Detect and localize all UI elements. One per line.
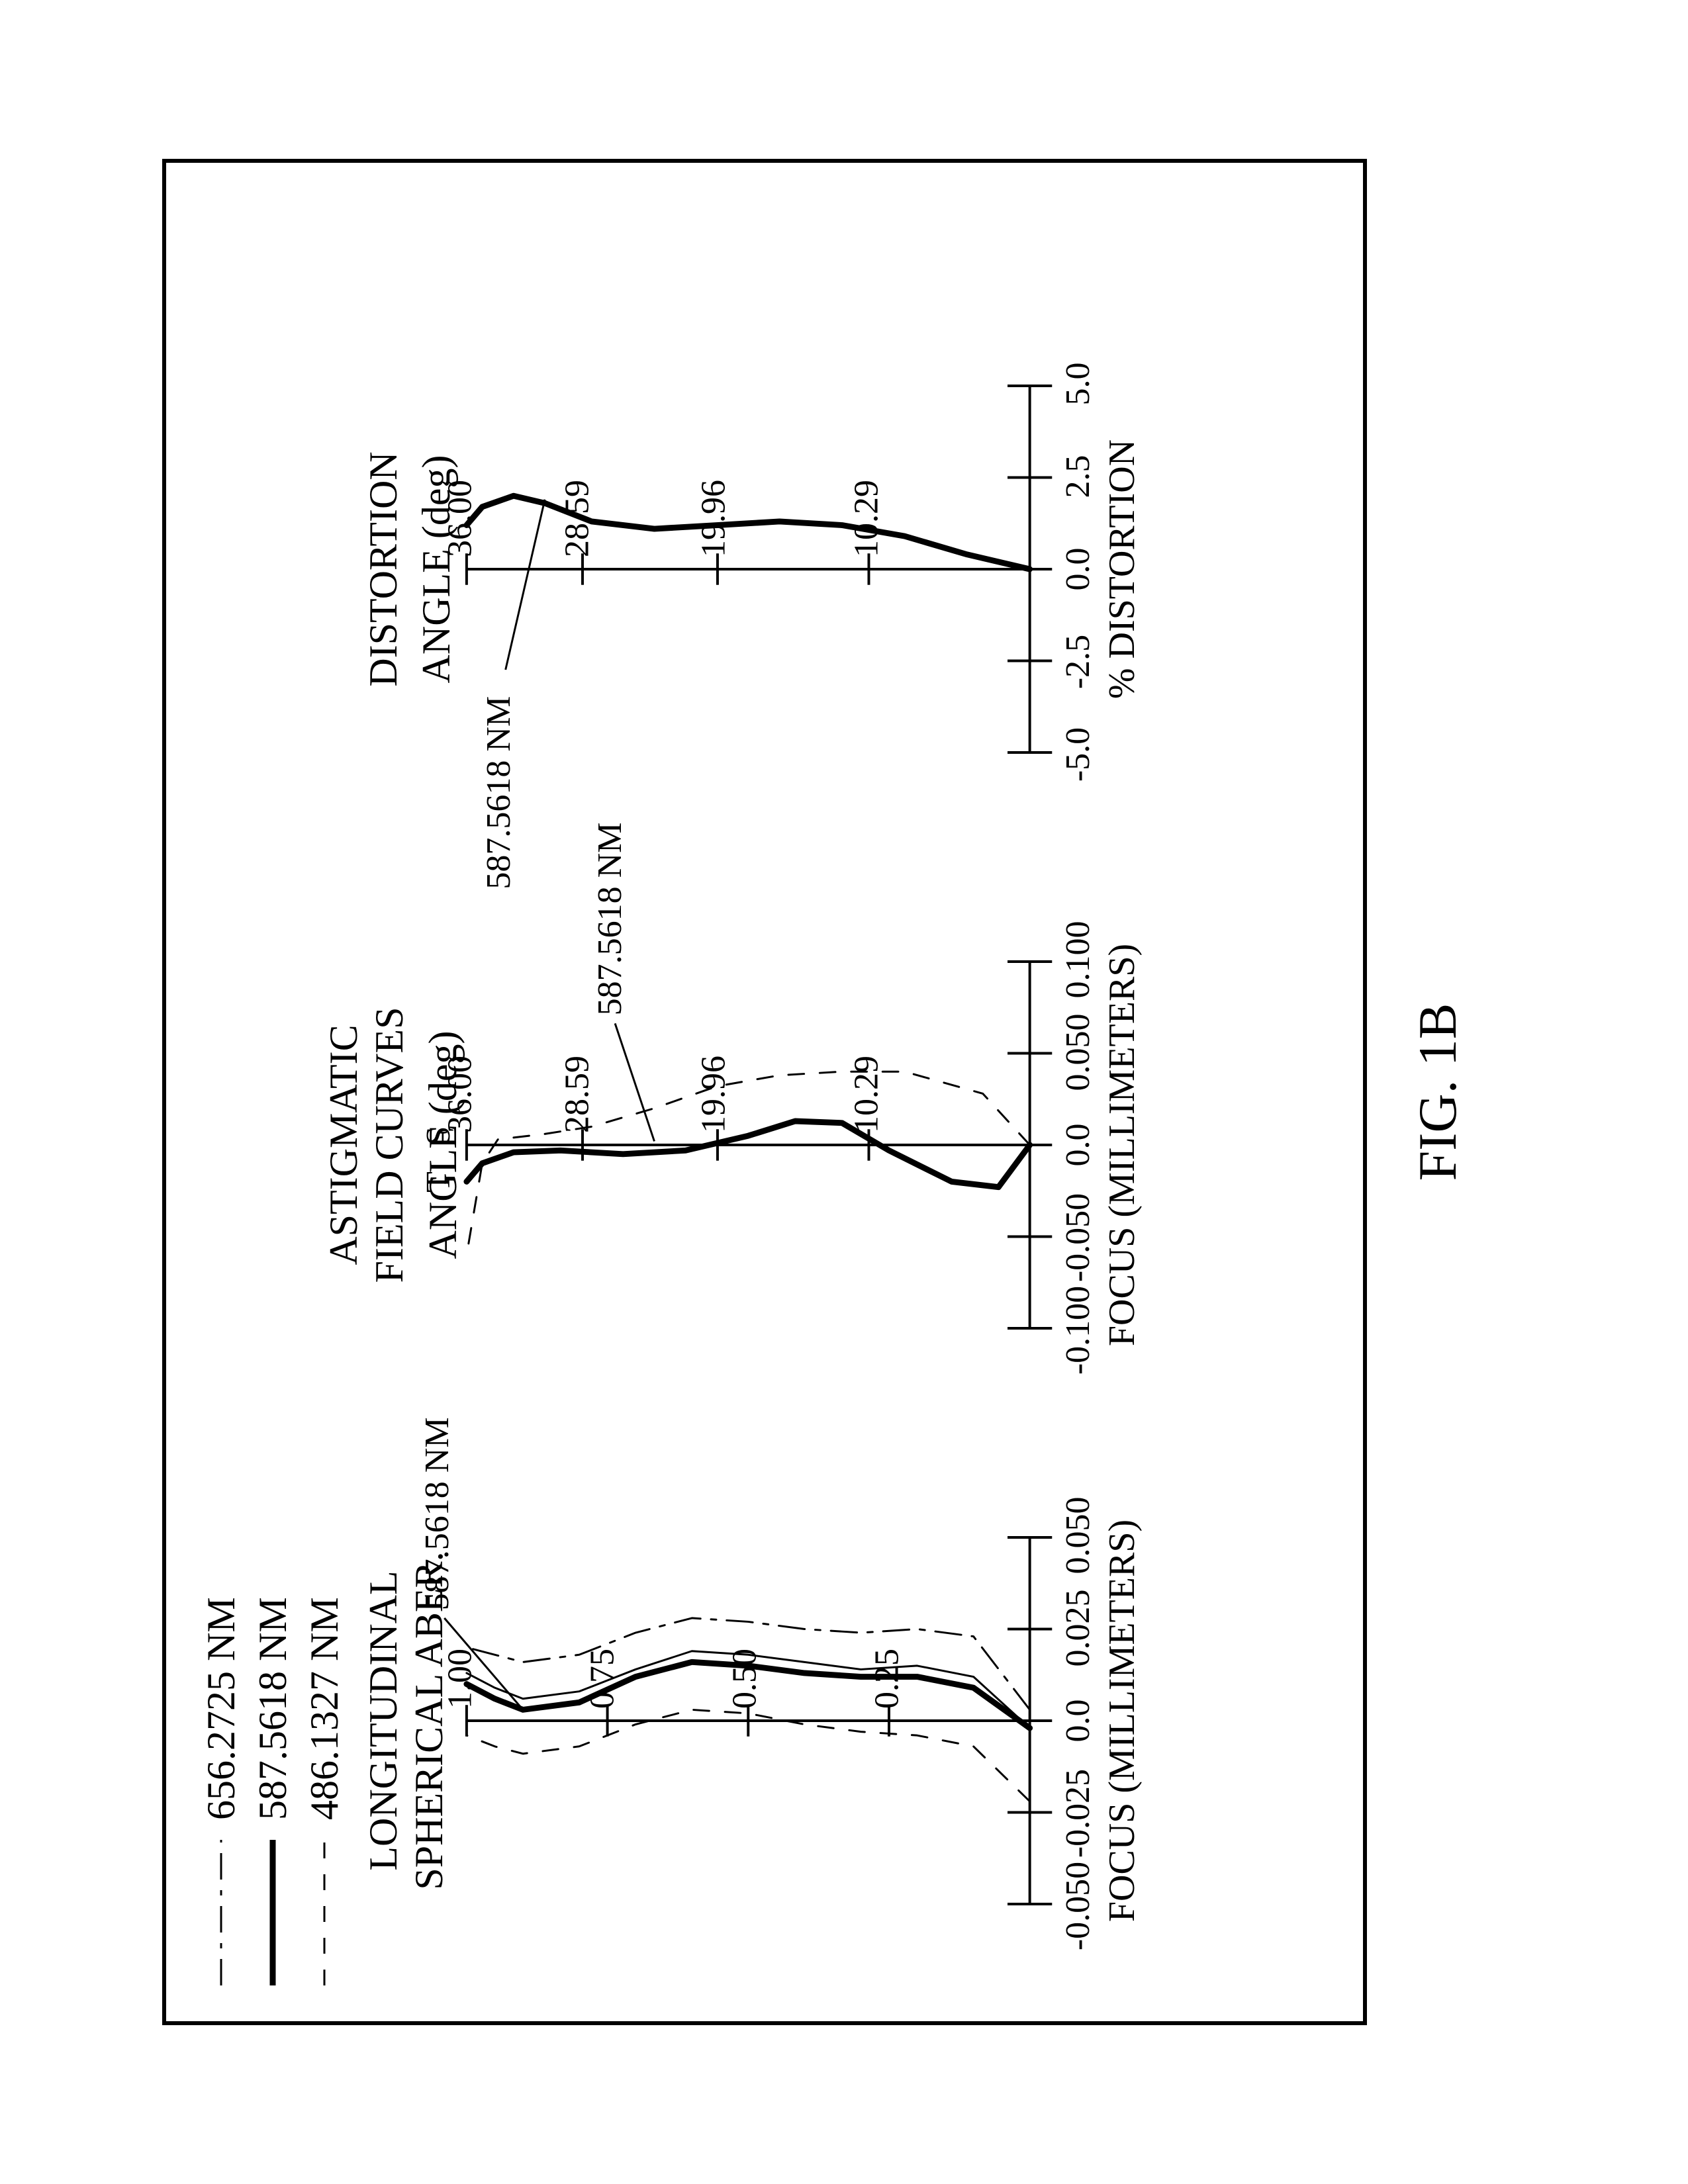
y-tick-label: 1.00 <box>441 1649 480 1709</box>
x-tick-label: 2.5 <box>1058 455 1098 498</box>
x-tick-label: -2.5 <box>1058 635 1098 689</box>
plot-astigmatic-field-curves: ASTIGMATIC FIELD CURVESANGLE (deg)-0.100… <box>460 788 1201 1330</box>
x-tick-label: 5.0 <box>1058 363 1098 406</box>
plot-svg <box>460 1535 1069 1906</box>
plot-svg <box>460 960 1069 1330</box>
plot-title: ASTIGMATIC FIELD CURVES <box>321 874 412 1416</box>
legend-label: 486.1327 NM <box>302 1597 348 1820</box>
legend-label: 587.5618 NM <box>250 1597 296 1820</box>
plot-title: DISTORTION <box>361 298 406 841</box>
legend-item: 486.1327 NM <box>299 1597 350 1985</box>
x-tick-label: -0.025 <box>1058 1769 1098 1858</box>
rotated-canvas: 656.2725 NM 587.5618 NM 486.1327 NM LONG… <box>83 66 1605 2118</box>
plot-svg <box>460 384 1069 754</box>
y-tick-label: 19.96 <box>694 480 733 557</box>
legend: 656.2725 NM 587.5618 NM 486.1327 NM <box>195 1597 350 1985</box>
plot-distortion: DISTORTIONANGLE (deg)-5.0-2.50.02.55.010… <box>460 212 1201 754</box>
y-tick-label: 10.29 <box>847 1056 886 1133</box>
page: 656.2725 NM 587.5618 NM 486.1327 NM LONG… <box>0 0 1688 2184</box>
x-axis-label: % DISTORTION <box>1101 298 1143 841</box>
x-tick-label: -0.050 <box>1058 1193 1098 1282</box>
x-tick-label: 0.025 <box>1058 1590 1098 1667</box>
wavelength-callout: 587.5618 NM <box>590 823 630 1016</box>
x-tick-label: 0.0 <box>1058 1124 1098 1167</box>
y-tick-label: 36.00 <box>441 1056 480 1133</box>
x-axis-label: FOCUS (MILLIMETERS) <box>1101 874 1143 1416</box>
x-tick-label: 0.0 <box>1058 1700 1098 1743</box>
legend-swatch-dashdot <box>208 1840 234 1985</box>
y-tick-label: 10.29 <box>847 480 886 557</box>
x-tick-label: -0.100 <box>1058 1286 1098 1375</box>
x-tick-label: 0.0 <box>1058 548 1098 591</box>
x-tick-label: -5.0 <box>1058 727 1098 782</box>
x-tick-label: 0.100 <box>1058 921 1098 999</box>
x-axis-label: FOCUS (MILLIMETERS) <box>1101 1449 1143 1992</box>
sagittal-mark: S <box>419 1126 458 1146</box>
legend-swatch-dashed <box>311 1840 338 1985</box>
legend-item: 656.2725 NM <box>195 1597 247 1985</box>
y-tick-label: 28.59 <box>558 480 597 557</box>
x-tick-label: -0.050 <box>1058 1862 1098 1950</box>
y-tick-label: 0.25 <box>868 1649 907 1709</box>
figure-caption: FIG. 1B <box>1407 66 1469 2118</box>
y-tick-label: 0.50 <box>726 1649 765 1709</box>
legend-item: 587.5618 NM <box>247 1597 299 1985</box>
y-tick-label: 36.00 <box>441 480 480 557</box>
legend-label: 656.2725 NM <box>199 1597 244 1820</box>
plot-spherical-aberration: LONGITUDINAL SPHERICAL ABER.-0.050-0.025… <box>460 1363 1201 1906</box>
wavelength-callout: 587.5618 NM <box>418 1417 457 1610</box>
tangential-mark: T <box>419 1171 458 1193</box>
wavelength-callout: 587.5618 NM <box>479 696 518 889</box>
plot-subtitle: ANGLE (deg) <box>414 298 459 841</box>
y-tick-label: 28.59 <box>558 1056 597 1133</box>
x-tick-label: 0.050 <box>1058 1497 1098 1574</box>
y-tick-label: 0.75 <box>583 1649 622 1709</box>
y-tick-label: 19.96 <box>694 1056 733 1133</box>
legend-swatch-solid <box>259 1840 286 1985</box>
figure-wrap: 656.2725 NM 587.5618 NM 486.1327 NM LONG… <box>83 66 1605 2118</box>
x-tick-label: 0.050 <box>1058 1014 1098 1091</box>
